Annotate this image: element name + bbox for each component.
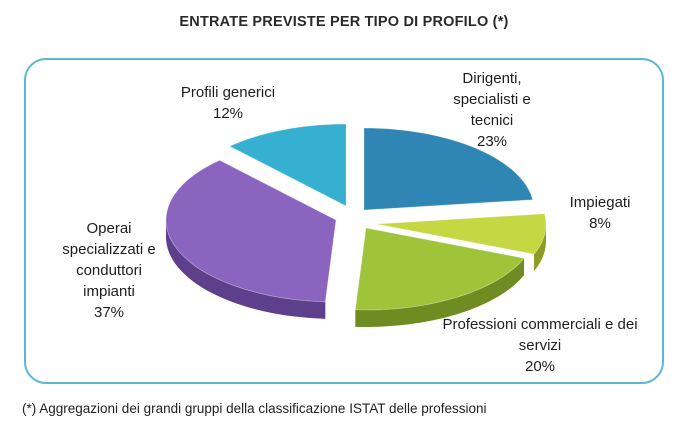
pie-slice-professioni	[354, 227, 525, 311]
pie-slice-side-operai	[166, 220, 326, 319]
pie-slice-profili-generici	[228, 123, 347, 207]
pie-slice-impiegati	[375, 213, 547, 255]
footnote: (*) Aggregazioni dei grandi gruppi della…	[22, 401, 487, 416]
chart-frame	[24, 58, 664, 384]
slice-value-label: 8%	[589, 215, 611, 232]
slice-label-line: impianti	[83, 283, 135, 300]
pie-slice-side-professioni	[355, 258, 525, 328]
slice-label-operai: Operai specializzati e conduttori impianti 3…	[44, 218, 174, 323]
slice-label-line: conduttori	[76, 262, 142, 279]
slice-value-label: 12%	[212, 105, 244, 122]
pie-slice-dirigenti	[363, 127, 534, 211]
slice-label-line: specializzati e	[62, 241, 156, 258]
pie-slice-side-impiegati	[534, 224, 546, 272]
slice-label-line: Operai	[86, 220, 132, 237]
chart-title: ENTRATE PREVISTE PER TIPO DI PROFILO (*)	[179, 14, 509, 30]
slice-label-professioni: Professioni commerciali e dei servizi 20%	[410, 314, 670, 377]
slice-label-line: Impiegati	[569, 194, 631, 211]
slice-label-line: tecnici	[470, 112, 514, 129]
slice-value-label: 37%	[93, 304, 125, 321]
slice-label-line: specialisti e	[453, 91, 531, 108]
slice-label-line: servizi	[518, 337, 562, 354]
slice-label-dirigenti: Dirigenti, specialisti e tecnici 23%	[432, 68, 552, 152]
pie-slice-operai	[165, 159, 337, 303]
slice-label-line: Profili generici	[180, 84, 276, 101]
slice-label-line: Professioni commerciali e dei	[442, 316, 638, 333]
slice-label-profili-generici: Profili generici 12%	[158, 82, 298, 124]
slice-label-line: Dirigenti,	[462, 70, 522, 87]
slice-value-label: 20%	[524, 358, 556, 375]
slice-label-impiegati: Impiegati 8%	[550, 192, 650, 234]
slice-value-label: 23%	[476, 133, 508, 150]
